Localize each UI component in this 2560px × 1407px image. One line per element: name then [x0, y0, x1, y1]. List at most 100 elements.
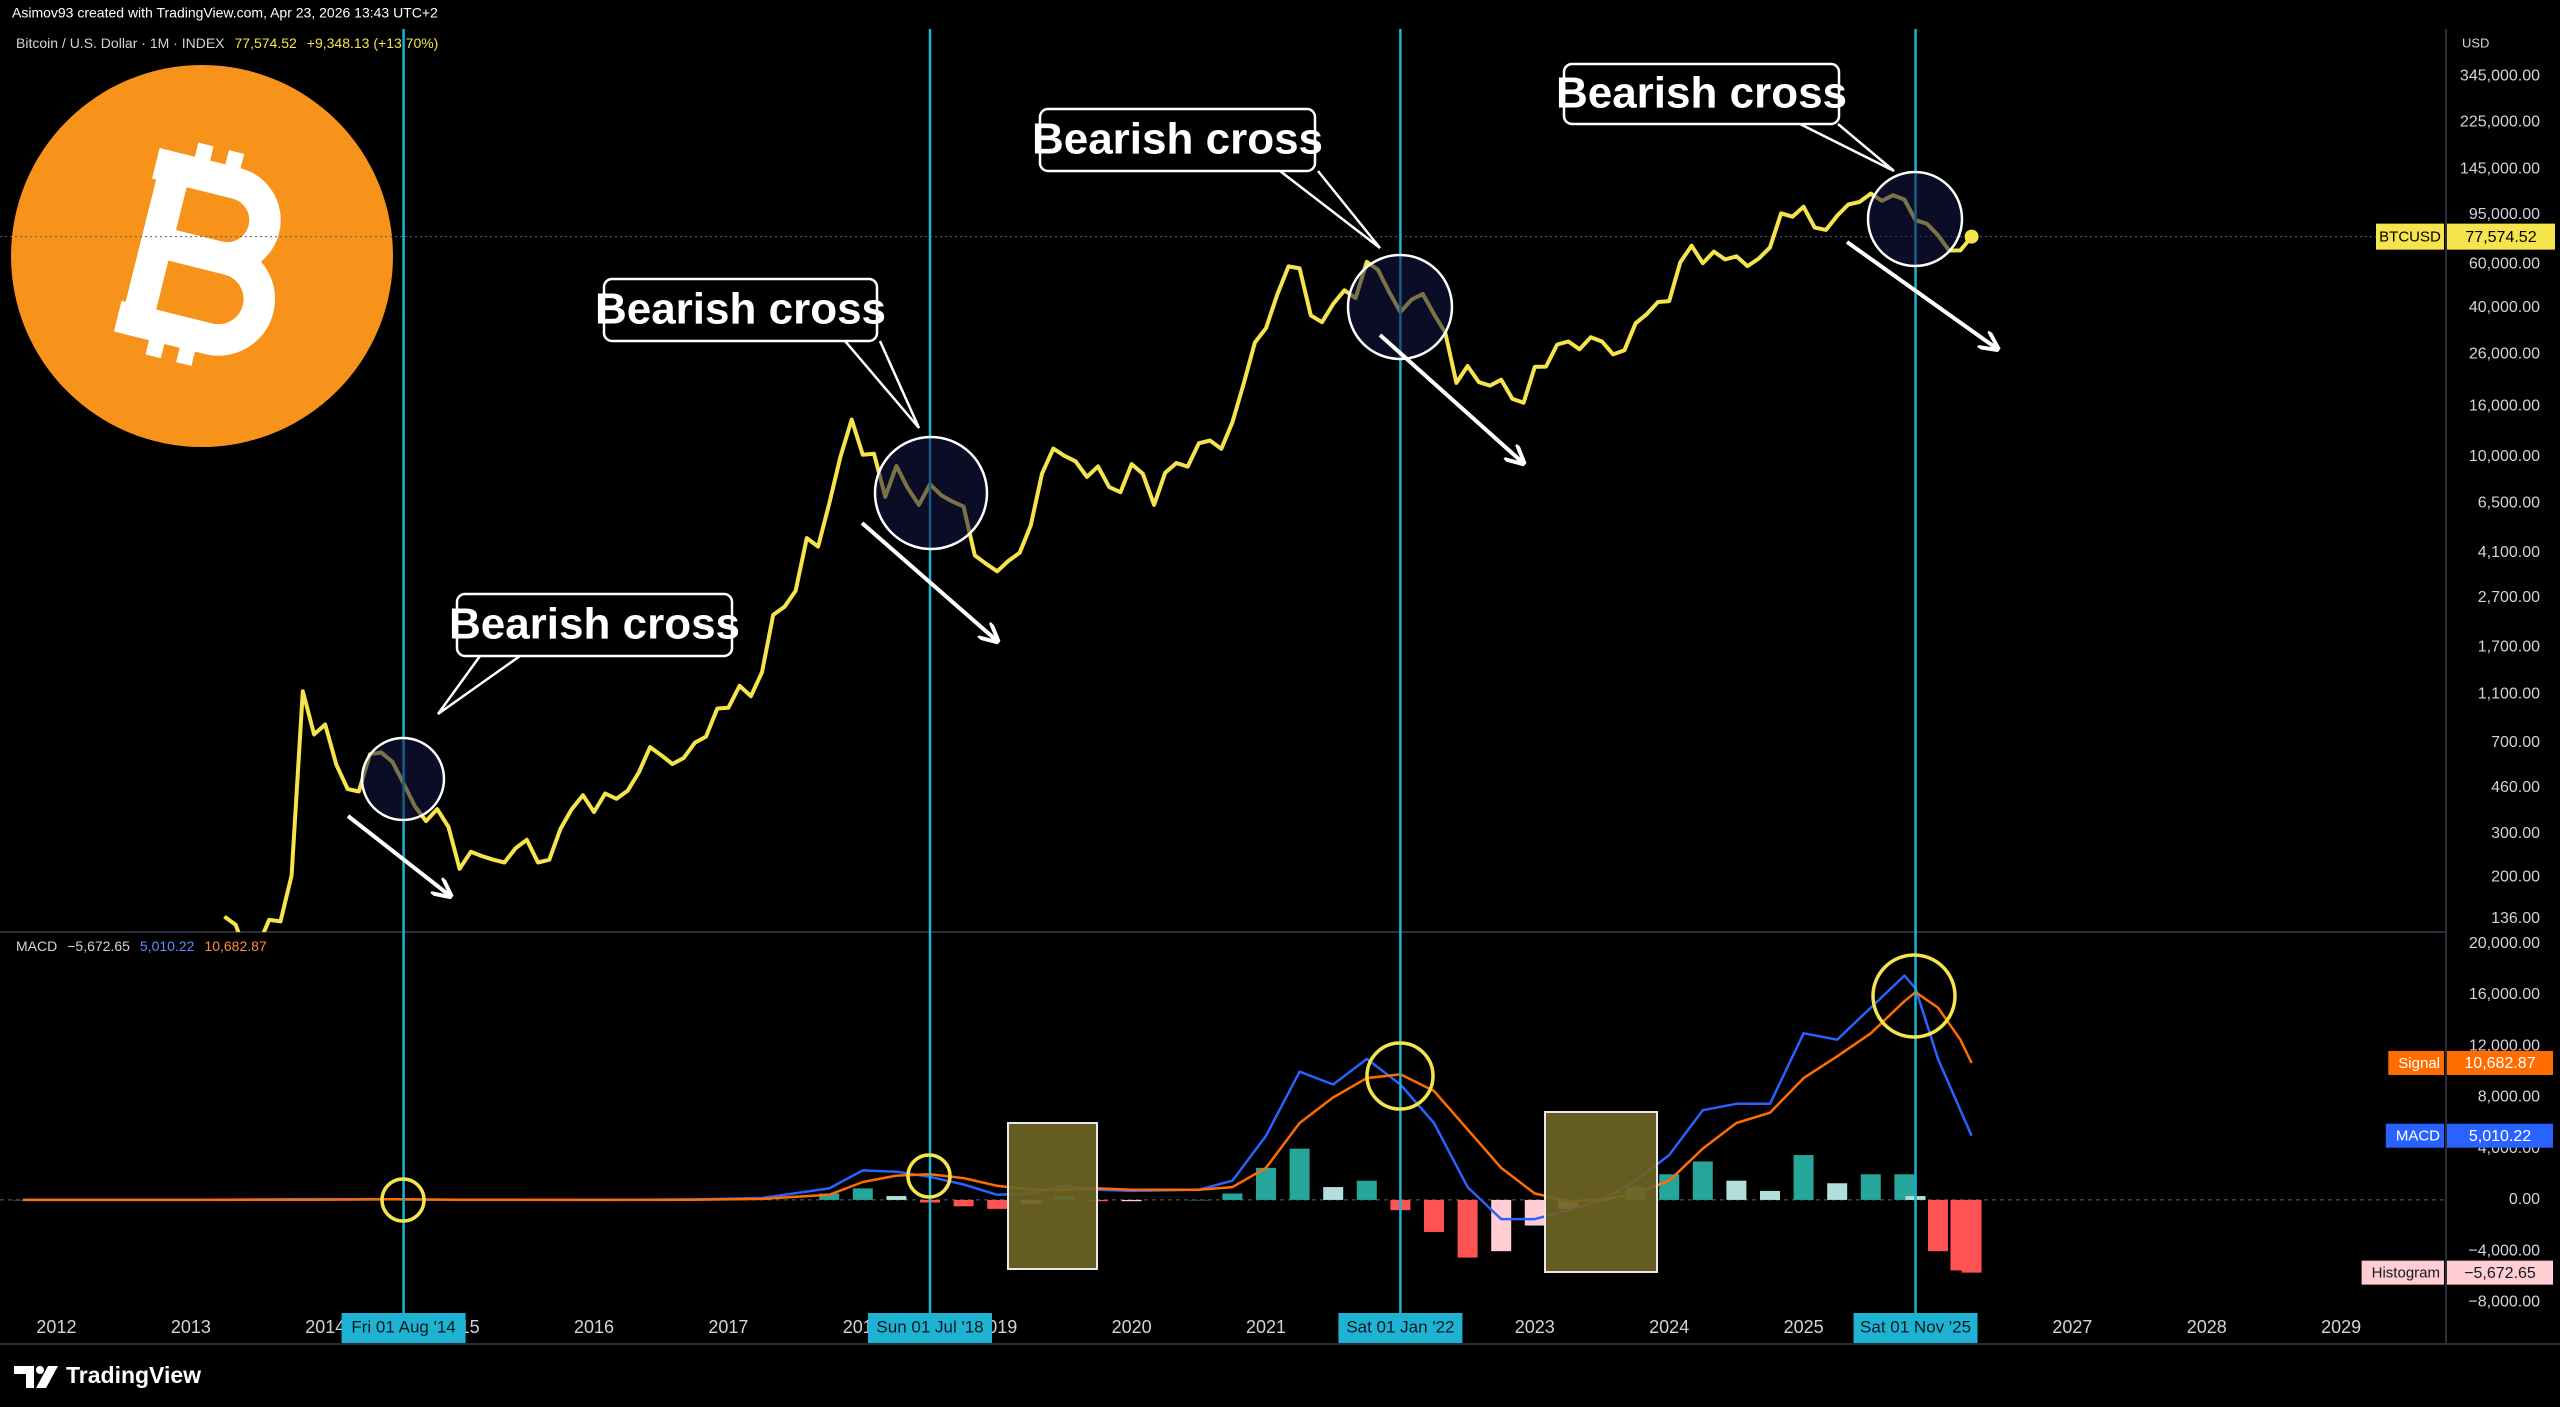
y-tick-label: −8,000.00	[2468, 1294, 2540, 1311]
highlight-circle	[360, 736, 446, 822]
histogram-bar	[886, 1196, 907, 1200]
series-tag-name-bg	[2388, 1050, 2444, 1075]
histogram-bar	[1827, 1183, 1848, 1200]
marker-label-bg	[1853, 1313, 1978, 1343]
x-tick-label: 2027	[2052, 1317, 2092, 1337]
x-tick-label: 2012	[36, 1317, 76, 1337]
price-tag-bg	[2447, 223, 2555, 250]
trend-arrow	[1845, 240, 1996, 348]
histogram-bar	[1692, 1161, 1713, 1200]
marker-label: Sat 01 Nov '25	[1860, 1317, 1971, 1336]
y-tick-label: 1,100.00	[2478, 685, 2540, 702]
histogram-last: −5,672.65	[67, 938, 130, 954]
signal-last: 10,682.87	[204, 938, 266, 954]
callout-text: Bearish cross	[449, 600, 740, 649]
histogram-bar	[953, 1199, 974, 1207]
x-tick-label: 2020	[1112, 1317, 1152, 1337]
y-tick-label: 225,000.00	[2460, 113, 2540, 130]
marker-label-bg	[868, 1313, 993, 1343]
callout-tail	[844, 340, 921, 429]
marker-label-bg	[1338, 1313, 1463, 1343]
histogram-bar	[1121, 1199, 1142, 1202]
y-tick-label: 60,000.00	[2469, 255, 2540, 272]
histogram-bar	[1289, 1148, 1310, 1200]
callout-tail	[436, 654, 521, 716]
x-tick-label: 2021	[1246, 1317, 1286, 1337]
trend-arrow	[860, 521, 996, 640]
callout-box	[1562, 62, 1841, 126]
macd-title: MACD	[16, 938, 57, 954]
histogram-bar	[1491, 1199, 1512, 1252]
highlight-circle	[1346, 253, 1454, 361]
series-tag-name-bg	[2385, 1123, 2444, 1148]
cross-circle	[380, 1177, 426, 1223]
shaded-zone	[1007, 1122, 1098, 1270]
y-tick-label: 10,000.00	[2469, 448, 2540, 465]
price-change: +9,348.13 (+13.70%)	[307, 35, 439, 51]
y-tick-label: 300.00	[2491, 825, 2540, 842]
x-tick-label: 2023	[1515, 1317, 1555, 1337]
x-tick-label: 2024	[1649, 1317, 1689, 1337]
y-tick-label: 26,000.00	[2469, 345, 2540, 362]
macd-line	[22, 974, 1973, 1221]
macd-legend: MACD −5,672.65 5,010.22 10,682.87	[16, 938, 267, 954]
y-tick-label: 136.00	[2491, 910, 2540, 927]
brand: TradingView	[66, 1362, 201, 1388]
series-tag-value: 5,010.22	[2469, 1128, 2531, 1145]
series-tag-value: 10,682.87	[2464, 1055, 2535, 1072]
histogram-bar	[852, 1188, 873, 1200]
cross-circle	[906, 1153, 952, 1199]
callout-box	[602, 277, 879, 343]
histogram-bar	[1323, 1187, 1344, 1200]
x-tick-label: 2017	[708, 1317, 748, 1337]
y-tick-label: 6,500.00	[2478, 494, 2540, 511]
shaded-zone	[1544, 1111, 1658, 1273]
y-tick-label: 16,000.00	[2469, 398, 2540, 415]
histogram-bar	[1088, 1199, 1109, 1202]
macd-line	[22, 990, 1973, 1203]
histogram-bar	[1659, 1174, 1680, 1200]
series-tag-name: Signal	[2398, 1055, 2440, 1072]
highlight-circle	[873, 435, 989, 551]
histogram-bar	[987, 1199, 1008, 1209]
x-tick-label: 2013	[171, 1317, 211, 1337]
marker-label: Fri 01 Aug '14	[351, 1317, 455, 1336]
y-tick-label: 460.00	[2491, 779, 2540, 796]
callout-tail	[1279, 170, 1381, 249]
series-tag-name-bg	[2361, 1260, 2444, 1285]
histogram-bar	[1726, 1180, 1747, 1200]
callout-box	[1038, 107, 1317, 173]
trend-arrow	[1378, 333, 1522, 462]
histogram-bar	[819, 1193, 840, 1200]
price-legend: Bitcoin / U.S. Dollar · 1M · INDEX 77,574…	[16, 35, 438, 51]
y-tick-label: 2,700.00	[2478, 589, 2540, 606]
series-tag-bg	[2447, 1050, 2553, 1075]
symbol-title: Bitcoin / U.S. Dollar · 1M · INDEX	[16, 35, 225, 51]
symbol-tag-bg	[2376, 223, 2444, 250]
histogram-bar	[1927, 1199, 1948, 1252]
last-price: 77,574.52	[235, 35, 297, 51]
callout-box	[455, 592, 734, 658]
footer: TradingView	[14, 1362, 201, 1388]
histogram-bar	[1457, 1199, 1478, 1258]
bitcoin-logo	[11, 65, 393, 447]
highlight-circle	[1866, 170, 1964, 268]
y-tick-label: 1,700.00	[2478, 639, 2540, 656]
y-tick-label: 95,000.00	[2469, 206, 2540, 223]
macd-last: 5,010.22	[140, 938, 195, 954]
y-tick-label: 200.00	[2491, 869, 2540, 886]
histogram-bar	[1524, 1199, 1545, 1226]
y-tick-label: 145,000.00	[2460, 161, 2540, 178]
series-tag-bg	[2447, 1123, 2553, 1148]
histogram-bar	[1793, 1155, 1814, 1200]
series-tag-bg	[2447, 1260, 2553, 1285]
histogram-bar	[1188, 1199, 1209, 1201]
symbol-tag: BTCUSD	[2379, 229, 2441, 246]
currency: USD	[2462, 35, 2489, 50]
callout-tail	[1799, 122, 1895, 173]
histogram-bar	[1894, 1174, 1915, 1200]
y-tick-label: 40,000.00	[2469, 299, 2540, 316]
y-tick-label: 700.00	[2491, 734, 2540, 751]
